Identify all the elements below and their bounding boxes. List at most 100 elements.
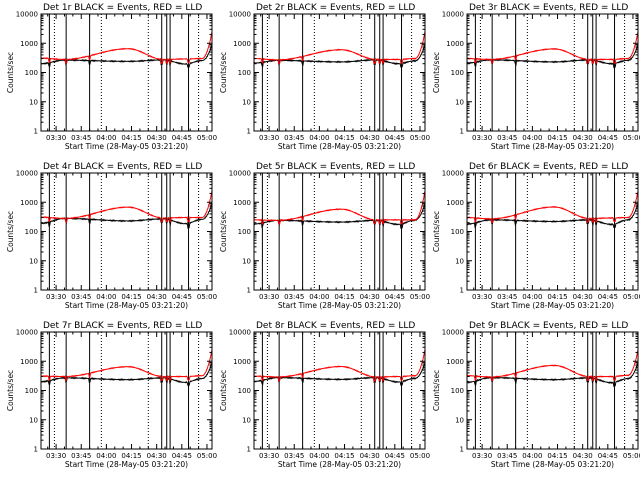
plot-frame [466,172,639,291]
x-tick-label: 03:45 [284,293,304,301]
y-tick-label: 1000 [20,40,38,48]
series-black-events [253,43,426,68]
y-tick-label: 100 [238,69,251,77]
chart-panel-3: Det 3r BLACK = Events, RED = LLD 1 10 100 10… [432,3,640,151]
plot-frame [466,331,639,450]
x-tick-label: 03:30 [472,134,492,142]
x-tick-label: 05:00 [623,452,640,460]
chart-panel-7: Det 7r BLACK = Events, RED = LLD 1 10 100 10… [6,321,217,469]
y-tick-label: 1000 [446,40,464,48]
x-tick-label: 04:45 [385,452,405,460]
x-tick-label: 04:00 [309,452,329,460]
x-tick-label: 04:45 [385,134,405,142]
x-tick-label: 05:00 [410,134,430,142]
x-axis-label: Start Time (28-May-05 03:21:20) [278,460,401,469]
x-tick-label: 05:00 [197,452,217,460]
y-axis-label: Counts/sec [6,52,15,93]
y-tick-label: 10000 [16,11,38,19]
x-axis-label: Start Time (28-May-05 03:21:20) [491,142,614,151]
x-tick-label: 04:45 [385,293,405,301]
x-tick-label: 04:15 [121,134,141,142]
x-tick-label: 03:30 [46,134,66,142]
x-axis-label: Start Time (28-May-05 03:21:20) [65,301,188,310]
y-axis-label: Counts/sec [6,211,15,252]
x-tick-label: 03:30 [46,293,66,301]
plot-frame [40,13,213,132]
panel-title: Det 1r BLACK = Events, RED = LLD [43,3,202,13]
x-tick-label: 04:15 [547,452,567,460]
y-tick-label: 1000 [446,358,464,366]
y-tick-label: 100 [25,69,38,77]
y-tick-label: 100 [451,228,464,236]
x-axis-label: Start Time (28-May-05 03:21:20) [278,301,401,310]
x-tick-label: 03:30 [472,293,492,301]
x-axis-label: Start Time (28-May-05 03:21:20) [491,301,614,310]
y-tick-label: 100 [238,387,251,395]
chart-panel-5: Det 5r BLACK = Events, RED = LLD 1 10 100 10… [219,162,430,310]
y-tick-label: 10 [455,416,464,424]
y-tick-label: 1000 [233,40,251,48]
x-tick-label: 03:30 [259,293,279,301]
plot-frame [253,172,426,291]
x-tick-label: 04:30 [360,134,380,142]
y-tick-label: 10000 [442,11,464,19]
x-tick-label: 05:00 [410,452,430,460]
series-black-events [253,362,426,387]
y-tick-label: 10 [29,257,38,265]
x-tick-label: 03:45 [71,293,91,301]
x-tick-label: 05:00 [623,134,640,142]
y-axis-label: Counts/sec [219,52,228,93]
series-red-lld [40,349,213,382]
panel-title: Det 6r BLACK = Events, RED = LLD [469,162,628,172]
plot-frame [253,13,426,132]
x-tick-label: 04:15 [334,134,354,142]
y-axis-label: Counts/sec [219,211,228,252]
y-tick-label: 1 [34,287,38,295]
series-black-events [466,203,639,229]
x-tick-label: 04:00 [309,293,329,301]
x-tick-label: 04:45 [172,452,192,460]
x-tick-label: 04:45 [598,452,618,460]
plot-frame [40,331,213,450]
x-tick-label: 04:30 [360,452,380,460]
panel-title: Det 9r BLACK = Events, RED = LLD [469,321,628,331]
x-tick-label: 04:30 [360,293,380,301]
panel-title: Det 7r BLACK = Events, RED = LLD [43,321,202,331]
y-tick-label: 10000 [16,329,38,337]
y-tick-label: 1000 [20,358,38,366]
y-tick-label: 1 [34,128,38,136]
y-tick-label: 10000 [229,11,251,19]
x-tick-label: 05:00 [197,293,217,301]
y-tick-label: 10000 [442,170,464,178]
y-tick-label: 1 [247,128,251,136]
x-tick-label: 04:15 [334,293,354,301]
x-tick-label: 03:45 [497,452,517,460]
series-black-events [40,362,213,388]
x-tick-label: 05:00 [623,293,640,301]
x-tick-label: 04:00 [96,452,116,460]
panel-title: Det 2r BLACK = Events, RED = LLD [256,3,415,13]
y-tick-label: 10 [242,257,251,265]
y-tick-label: 10000 [229,170,251,178]
x-tick-label: 04:45 [172,293,192,301]
x-tick-label: 03:30 [46,452,66,460]
x-tick-label: 03:30 [259,134,279,142]
y-tick-label: 100 [451,387,464,395]
series-red-lld [466,190,639,224]
x-axis-label: Start Time (28-May-05 03:21:20) [65,460,188,469]
x-tick-label: 04:15 [334,452,354,460]
x-tick-label: 03:45 [497,134,517,142]
x-tick-label: 04:00 [522,293,542,301]
y-tick-label: 100 [25,228,38,236]
panel-title: Det 4r BLACK = Events, RED = LLD [43,162,202,172]
y-axis-label: Counts/sec [432,211,441,252]
x-tick-label: 04:15 [121,293,141,301]
series-black-events [40,44,213,69]
x-tick-label: 04:30 [573,293,593,301]
y-tick-label: 10000 [442,329,464,337]
panel-title: Det 8r BLACK = Events, RED = LLD [256,321,415,331]
y-tick-label: 1 [460,128,464,136]
y-axis-label: Counts/sec [432,370,441,411]
y-tick-label: 10 [242,98,251,106]
series-red-lld [41,190,213,224]
